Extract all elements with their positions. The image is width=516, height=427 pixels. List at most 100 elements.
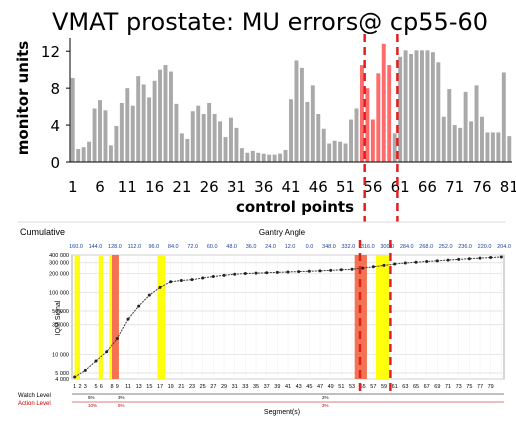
data-point (73, 375, 77, 379)
bar (409, 54, 414, 162)
bar (114, 126, 119, 162)
data-point (350, 267, 354, 271)
x-tick-label: 56 (363, 178, 382, 196)
data-point (115, 337, 119, 340)
data-point (318, 269, 322, 273)
bar (98, 100, 102, 162)
top-tick-label: 300.0 (380, 244, 394, 250)
x-tick-label: 11 (118, 178, 137, 196)
y-tick-label: 300 000 (49, 261, 69, 267)
x-tick-label: 73 (456, 384, 462, 390)
data-point (478, 256, 482, 260)
bar (447, 89, 452, 162)
x-axis-label: control points (236, 198, 354, 216)
y-tick-label: 50 000 (52, 309, 69, 315)
top-tick-label: 236.0 (458, 244, 472, 250)
x-tick-label: 15 (146, 384, 152, 390)
x-tick-label: 51 (336, 178, 355, 196)
x-tick-label: 35 (253, 384, 259, 390)
bar (229, 117, 233, 162)
bar (310, 85, 315, 162)
data-point (169, 280, 173, 284)
top-tick-label: 128.0 (108, 244, 122, 250)
bar (387, 65, 392, 162)
y-tick-label: 5 000 (55, 371, 69, 377)
data-point (499, 255, 503, 259)
segments-axis-label: Segment(s) (264, 409, 300, 416)
x-tick-label: 26 (200, 178, 219, 196)
action-level-label: Action Level (18, 401, 51, 407)
top-tick-label: 96.0 (148, 244, 159, 250)
y-tick-label: 4 000 (55, 377, 69, 383)
x-tick-label: 27 (210, 384, 216, 390)
bar (212, 114, 217, 162)
cumulative-line (73, 255, 503, 379)
x-tick-label: 21 (172, 178, 191, 196)
x-tick-label: 5 (94, 384, 97, 390)
bar (507, 136, 512, 162)
bar (316, 114, 321, 162)
bar (272, 154, 277, 162)
highlight-bands (74, 255, 390, 379)
data-point (94, 359, 98, 363)
bar (190, 111, 195, 162)
bar (223, 137, 228, 162)
top-tick-label: 112.0 (128, 244, 141, 250)
bar (250, 150, 255, 162)
data-point (286, 270, 290, 274)
cumulative-title: Cumulative (20, 227, 65, 237)
data-point (361, 266, 365, 270)
watch-level-mark: 2% (322, 395, 329, 400)
top-tick-label: 284.0 (400, 244, 414, 250)
bar (261, 153, 266, 162)
top-tick-label: 204.0 (497, 244, 511, 250)
bar (196, 105, 201, 162)
highlight-band (98, 255, 103, 379)
top-tick-label: 84.0 (168, 244, 179, 250)
bar (392, 133, 397, 162)
data-point (339, 268, 343, 272)
bar (119, 102, 124, 162)
x-tick-label: 16 (145, 178, 164, 196)
chart-title: VMAT prostate: MU errors@ cp55-60 (52, 8, 488, 36)
bar (441, 116, 446, 162)
data-point (265, 271, 269, 275)
bar (174, 103, 179, 162)
bar (425, 50, 430, 163)
bar (92, 108, 97, 162)
x-tick-label: 9 (116, 384, 119, 390)
x-tick-label: 53 (349, 384, 355, 390)
x-tick-label: 3 (84, 384, 87, 390)
x-tick-label: 67 (424, 384, 430, 390)
top-tick-label: 12.0 (285, 244, 296, 250)
x-tick-label: 79 (488, 384, 494, 390)
bar (327, 143, 332, 162)
x-tick-label: 13 (136, 384, 142, 390)
bar (501, 72, 506, 162)
bar (245, 152, 250, 162)
x-tick-label: 8 (110, 384, 113, 390)
x-tick-label: 36 (254, 178, 273, 196)
gantry-axis-label: Gantry Angle (259, 228, 306, 237)
bar (480, 116, 484, 162)
bar (289, 99, 293, 162)
level-lines: 5% 3% 2% 10% 5% 3% (72, 393, 504, 408)
bar (294, 60, 299, 162)
data-point (137, 304, 141, 308)
bar (147, 97, 152, 162)
top-tick-label: 48.0 (226, 244, 237, 250)
y-tick-label: 8 (50, 80, 60, 98)
data-point (147, 293, 151, 297)
x-tick-label: 61 (392, 384, 398, 390)
bar (414, 50, 419, 163)
data-point (158, 285, 162, 289)
bar (141, 84, 146, 162)
top-tick-label: 316.0 (361, 244, 375, 250)
data-point (414, 260, 418, 264)
x-tick-label: 29 (221, 384, 227, 390)
data-point (393, 262, 397, 266)
watch-level-mark: 5% (88, 395, 95, 400)
bar (496, 132, 501, 162)
data-point (254, 271, 258, 275)
